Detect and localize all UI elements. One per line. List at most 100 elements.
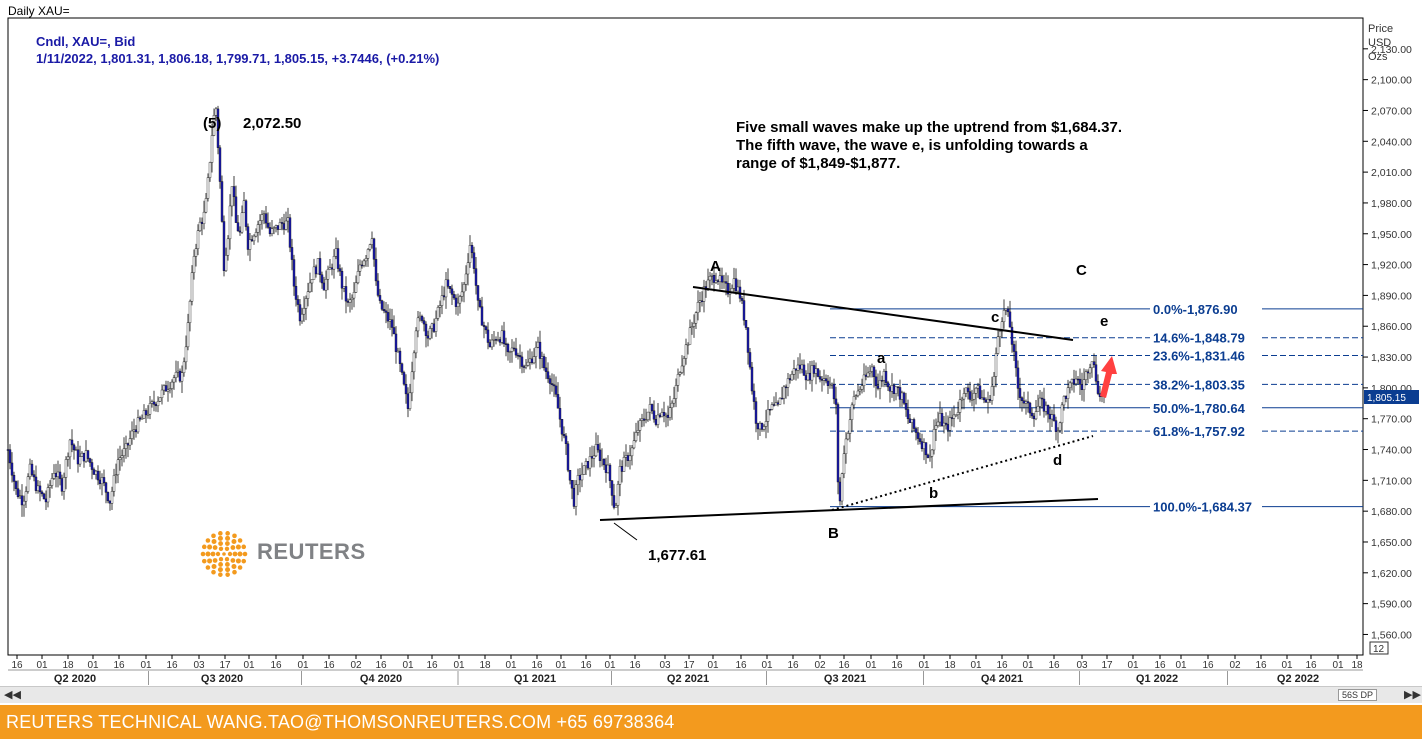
candle-body bbox=[448, 286, 452, 290]
logo-dot bbox=[217, 535, 223, 541]
candle-body bbox=[116, 459, 120, 475]
reuters-dots-icon bbox=[200, 531, 248, 577]
candle-body bbox=[614, 505, 618, 508]
candle-body bbox=[416, 317, 420, 332]
horizontal-scrollbar[interactable]: ◀◀ 56S DP ▶▶ bbox=[0, 686, 1422, 703]
candle-body bbox=[636, 430, 640, 433]
commentary-note: Five small waves make up the uptrend fro… bbox=[736, 119, 1206, 173]
candle-body bbox=[844, 438, 848, 454]
candle-body bbox=[210, 135, 214, 163]
candle-body bbox=[956, 412, 960, 415]
candle-body bbox=[764, 421, 768, 427]
candle-body bbox=[94, 470, 98, 475]
scroll-right-icon[interactable]: ▶▶ bbox=[1404, 689, 1421, 701]
candle-body bbox=[762, 426, 766, 430]
candle-body bbox=[502, 330, 506, 344]
fib-label: 38.2%-1,803.35 bbox=[1153, 377, 1245, 392]
candle-body bbox=[1094, 364, 1098, 382]
candle-body bbox=[114, 474, 118, 476]
candle-body bbox=[488, 342, 492, 348]
candle-body bbox=[710, 275, 714, 277]
peak-value-label: 2,072.50 bbox=[243, 115, 302, 132]
candle-body bbox=[586, 461, 590, 469]
candle-body bbox=[1014, 351, 1018, 369]
price-axis-header: Price USD Ozs bbox=[1368, 22, 1393, 64]
candle-body bbox=[490, 339, 494, 348]
fib-label-bg bbox=[1150, 498, 1262, 515]
candle-body bbox=[128, 438, 132, 446]
candle-body bbox=[892, 385, 896, 394]
candle-body bbox=[30, 463, 34, 475]
logo-dot bbox=[218, 572, 223, 577]
x-tick-label: 16 bbox=[323, 660, 335, 671]
x-tick-label: 16 bbox=[375, 660, 387, 671]
fib-label: 0.0%-1,876.90 bbox=[1153, 302, 1238, 317]
candle-body bbox=[8, 449, 12, 464]
candle-body bbox=[840, 473, 844, 502]
candle-body bbox=[612, 495, 616, 508]
candle-body bbox=[66, 456, 70, 460]
candle-body bbox=[80, 452, 84, 457]
candle-body bbox=[684, 344, 688, 359]
scroll-left-icon[interactable]: ◀◀ bbox=[4, 689, 21, 701]
candle-body bbox=[316, 258, 320, 275]
candle-body bbox=[942, 422, 946, 427]
candle-body bbox=[82, 452, 86, 462]
x-tick-label: 16 bbox=[735, 660, 747, 671]
logo-dot bbox=[225, 531, 230, 536]
candle-body bbox=[712, 275, 716, 283]
logo-dot bbox=[242, 551, 248, 557]
candle-body bbox=[690, 326, 694, 328]
candle-body bbox=[756, 423, 760, 430]
logo-dot bbox=[232, 551, 238, 557]
fib-label: 14.6%-1,848.79 bbox=[1153, 331, 1245, 346]
logo-dot bbox=[225, 535, 231, 541]
candle-body bbox=[652, 410, 656, 420]
logo-dot bbox=[241, 544, 247, 550]
candle-body bbox=[802, 364, 806, 376]
candle-body bbox=[1058, 422, 1062, 431]
candle-body bbox=[754, 401, 758, 424]
candle-body bbox=[74, 449, 78, 451]
candle-body bbox=[622, 457, 626, 472]
candle-body bbox=[72, 444, 76, 451]
candle-body bbox=[606, 464, 610, 473]
candle-body bbox=[1088, 367, 1092, 374]
candle-body bbox=[902, 392, 906, 404]
candle-body bbox=[682, 358, 686, 367]
candle-body bbox=[58, 471, 62, 479]
candle-body bbox=[436, 307, 440, 319]
y-tick-label: 1,560.00 bbox=[1371, 629, 1412, 641]
candle-body bbox=[332, 256, 336, 270]
candle-body bbox=[874, 376, 878, 386]
candle-body bbox=[486, 329, 490, 343]
candle-body bbox=[244, 200, 248, 227]
candle-body bbox=[472, 252, 476, 269]
logo-dot bbox=[211, 533, 216, 539]
candle-body bbox=[306, 291, 310, 299]
candle-body bbox=[946, 424, 950, 431]
candle-body bbox=[172, 377, 176, 383]
candle-body bbox=[790, 374, 794, 381]
candle-body bbox=[678, 372, 682, 375]
candle-body bbox=[926, 454, 930, 458]
candle-body bbox=[56, 471, 60, 477]
candle-body bbox=[508, 351, 512, 353]
candle-body bbox=[604, 464, 608, 473]
candle-body bbox=[290, 247, 294, 260]
candle-body bbox=[674, 385, 678, 399]
candle-body bbox=[1060, 404, 1064, 424]
chart-svg[interactable]: 0.0%-1,876.90 14.6%-1,848.79 23.6%-1,831.4… bbox=[0, 0, 1422, 705]
candle-body bbox=[318, 258, 322, 275]
candle-body bbox=[396, 350, 400, 353]
candle-body bbox=[460, 291, 464, 297]
candle-body bbox=[246, 226, 250, 250]
candle-body bbox=[464, 273, 468, 285]
x-tick-label: 01 bbox=[865, 660, 877, 671]
scroll-zoom-tag[interactable]: 56S DP bbox=[1338, 689, 1378, 701]
x-tick-label: 03 bbox=[659, 660, 671, 671]
candle-body bbox=[740, 298, 744, 301]
candle-body bbox=[204, 198, 208, 213]
y-tick-label: 1,680.00 bbox=[1371, 506, 1412, 518]
candle-body bbox=[944, 422, 948, 425]
